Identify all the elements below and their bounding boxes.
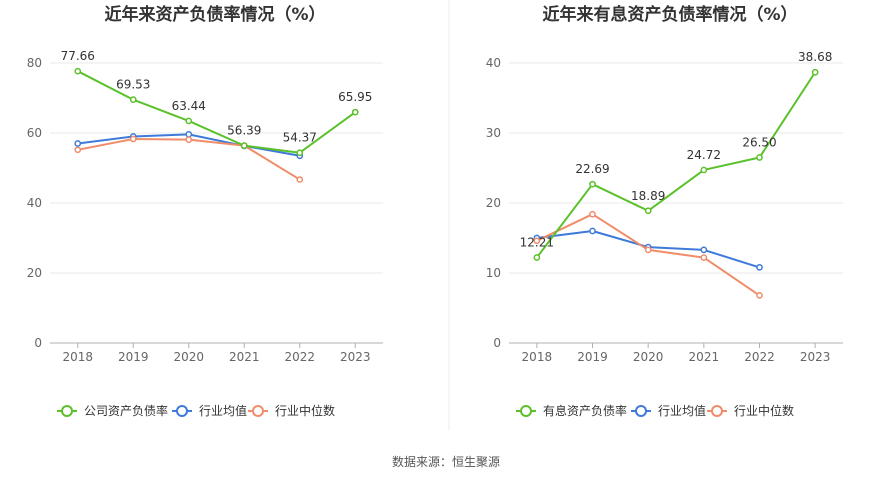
legend-item: 行业中位数 <box>707 403 794 418</box>
legend-item: 行业中位数 <box>248 403 335 418</box>
legend-swatch-marker <box>61 405 73 417</box>
legend-label: 行业中位数 <box>734 403 794 418</box>
data-point <box>296 176 304 183</box>
data-point <box>589 180 596 188</box>
data-point <box>700 246 708 254</box>
data-point <box>185 117 193 125</box>
x-tick-label: 2018 <box>522 350 553 364</box>
legend-swatch-marker <box>252 405 264 417</box>
y-tick-label: 30 <box>486 126 501 140</box>
data-label: 18.89 <box>631 189 665 203</box>
data-label: 77.66 <box>61 49 95 63</box>
chart-right-interest-bearing-debt-ratio: 近年来有息资产负债率情况（%） 0 10 20 30 40 2018 2019 2020 202… <box>486 4 843 418</box>
y-tick-label: 20 <box>27 266 42 280</box>
legend-label: 行业均值 <box>658 403 706 418</box>
series-line-0 <box>77 70 356 154</box>
legend-swatch-marker <box>635 405 647 417</box>
legend-swatch-marker <box>520 405 532 417</box>
x-tick-label: 2018 <box>62 350 93 364</box>
data-point <box>185 136 193 143</box>
y-tick-label: 0 <box>34 336 42 350</box>
data-point <box>756 264 763 271</box>
data-point <box>185 131 193 138</box>
data-point <box>589 210 596 218</box>
data-source-note: 数据来源：恒生聚源 <box>392 454 500 469</box>
data-point <box>756 154 763 161</box>
legend-swatch-marker <box>711 405 723 417</box>
chart-title: 近年来有息资产负债率情况（%） <box>542 4 797 25</box>
data-point <box>74 146 82 154</box>
x-tick-label: 2021 <box>689 350 720 364</box>
x-tick-label: 2022 <box>284 350 315 364</box>
series-line-2 <box>536 213 761 297</box>
legend-item: 公司资产负债率 <box>57 403 168 418</box>
legend-item: 有息资产负债率 <box>516 403 627 418</box>
data-label: 38.68 <box>798 50 832 64</box>
x-tick-label: 2020 <box>633 350 664 364</box>
series-line-0 <box>536 71 817 259</box>
data-point <box>644 246 652 254</box>
chart-title: 近年来资产负债率情况（%） <box>104 4 325 25</box>
x-tick-label: 2022 <box>744 350 775 364</box>
x-tick-label: 2019 <box>118 350 149 364</box>
data-point <box>756 292 763 299</box>
data-label: 63.44 <box>172 99 206 113</box>
data-point <box>296 149 304 157</box>
data-point <box>533 254 541 261</box>
data-point <box>240 142 248 149</box>
data-label: 26.50 <box>742 136 776 150</box>
y-tick-label: 60 <box>27 126 42 140</box>
legend-label: 有息资产负债率 <box>543 403 627 418</box>
y-tick-label: 40 <box>486 56 501 70</box>
legend-item: 行业均值 <box>631 403 706 418</box>
data-point <box>129 135 137 143</box>
chart-left-debt-ratio: 近年来资产负债率情况（%） 0 20 40 60 80 2018 2019 2020 2021 2… <box>27 4 383 418</box>
data-label: 56.39 <box>227 124 261 138</box>
y-tick-label: 40 <box>27 196 42 210</box>
legend-label: 公司资产负债率 <box>84 403 168 418</box>
data-label: 65.95 <box>338 90 372 104</box>
data-point <box>589 227 596 235</box>
legend-label: 行业均值 <box>199 403 247 418</box>
data-point <box>811 68 819 76</box>
data-point <box>644 207 652 215</box>
data-point <box>351 108 359 116</box>
data-label: 54.37 <box>283 131 317 145</box>
x-tick-label: 2023 <box>340 350 371 364</box>
series-line-2 <box>77 137 301 181</box>
data-label: 24.72 <box>687 148 721 162</box>
y-tick-label: 20 <box>486 196 501 210</box>
y-tick-label: 0 <box>493 336 501 350</box>
x-tick-label: 2023 <box>800 350 831 364</box>
data-label: 69.53 <box>116 78 150 92</box>
legend-swatch-marker <box>176 405 188 417</box>
data-label: 22.69 <box>575 162 609 176</box>
data-point <box>74 67 82 75</box>
data-point <box>700 254 708 261</box>
y-tick-label: 80 <box>27 56 42 70</box>
legend-item: 行业均值 <box>172 403 247 418</box>
data-label: 12.21 <box>520 236 554 250</box>
y-tick-label: 10 <box>486 266 501 280</box>
legend-label: 行业中位数 <box>275 403 335 418</box>
data-point <box>129 96 137 103</box>
x-tick-label: 2021 <box>229 350 260 364</box>
data-point <box>700 166 708 174</box>
x-tick-label: 2020 <box>173 350 204 364</box>
data-point <box>74 140 82 147</box>
data-point <box>533 237 541 245</box>
x-tick-label: 2019 <box>577 350 608 364</box>
